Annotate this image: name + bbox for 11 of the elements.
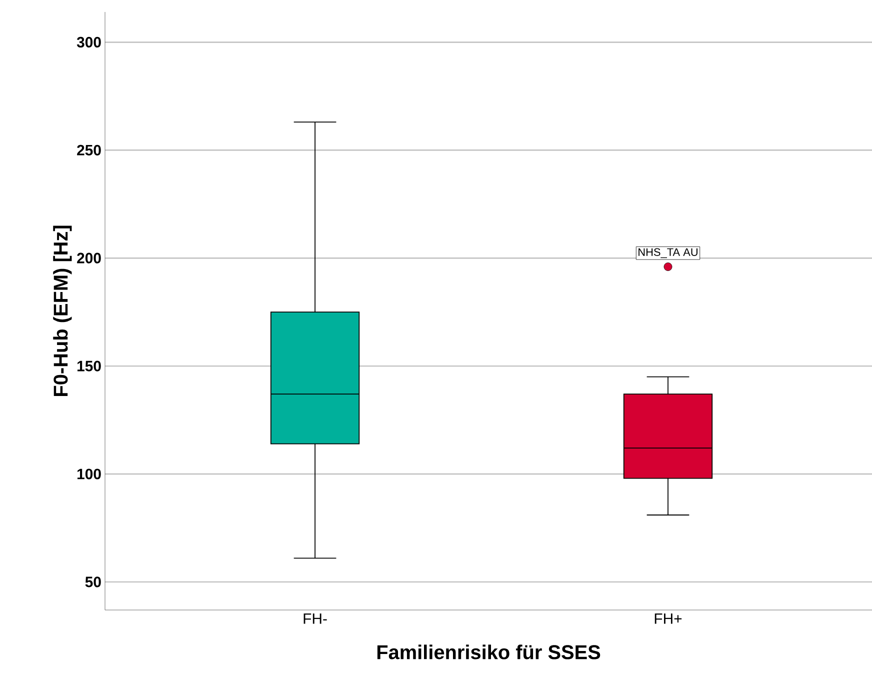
y-tick-label: 100 (77, 468, 101, 480)
y-tick-label: 200 (77, 252, 101, 264)
y-axis-title: F0-Hub (EFM) [Hz] (53, 226, 72, 396)
y-tick-label: 150 (77, 360, 101, 372)
x-axis-title: Familienrisiko für SSES (377, 644, 600, 660)
y-tick-label: 250 (77, 144, 101, 156)
x-tick-label: FH+ (654, 614, 682, 624)
y-tick-label: 50 (85, 576, 101, 588)
annotation: NHS_TA AU (638, 248, 698, 258)
y-tick-label: 300 (76, 36, 101, 48)
x-tick-label: FH- (304, 614, 327, 624)
